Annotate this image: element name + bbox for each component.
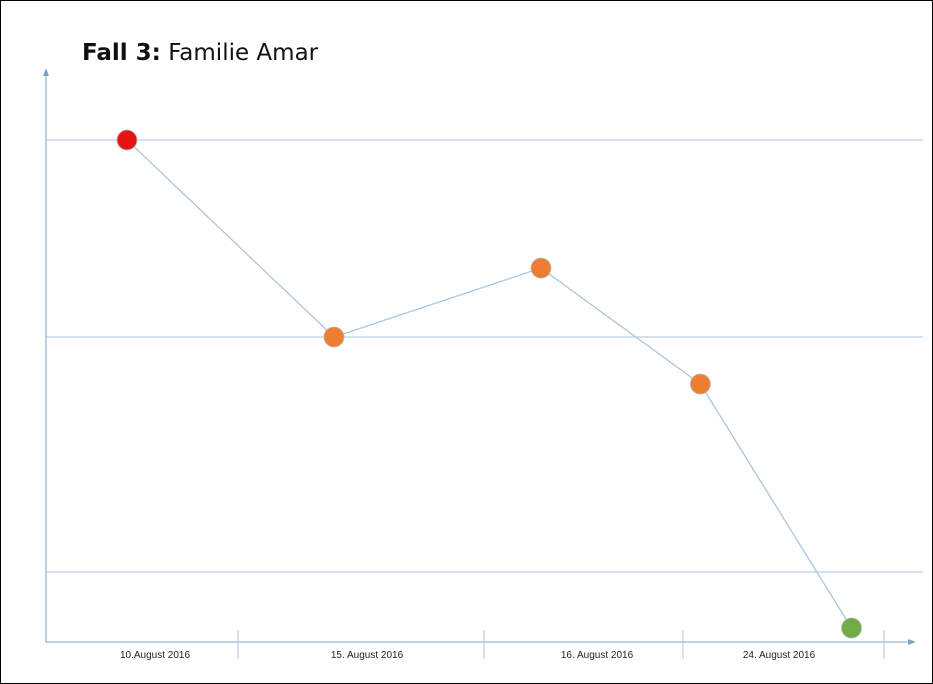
x-axis-arrow	[908, 639, 916, 645]
x-tick-label-1: 10.August 2016	[120, 650, 190, 661]
data-point-2	[323, 326, 345, 348]
data-point-3	[530, 257, 552, 279]
data-point-1	[116, 129, 138, 151]
x-tick-label-3: 16. August 2016	[561, 650, 634, 661]
series-line	[126, 139, 853, 629]
chart-title-bold: Fall 3:	[82, 40, 161, 66]
chart-title-text: Familie Amar	[168, 40, 319, 66]
chart-title: Fall 3: Familie Amar	[82, 40, 318, 66]
x-tick-label-4: 24. August 2016	[743, 650, 816, 661]
data-point-4	[689, 373, 711, 395]
data-point-5	[841, 617, 862, 639]
y-axis-arrow	[43, 68, 49, 76]
x-tick-label-2: 15. August 2016	[331, 650, 404, 661]
